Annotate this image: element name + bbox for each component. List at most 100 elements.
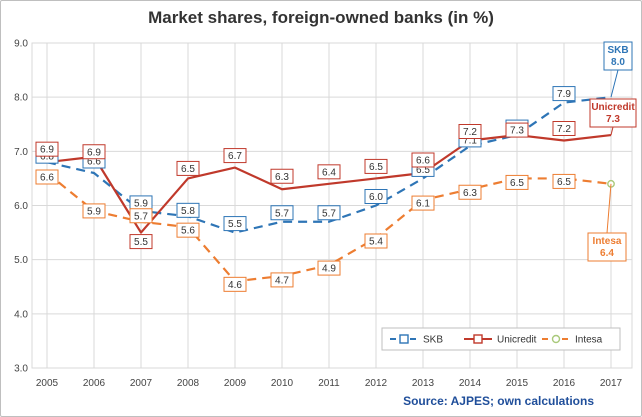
data-label: 6.6	[416, 156, 430, 167]
data-label-box	[176, 202, 200, 218]
y-tick-label: 4.0	[14, 309, 28, 320]
legend-marker	[399, 334, 409, 344]
legend-box	[381, 327, 621, 351]
data-label-box	[411, 195, 435, 211]
data-label-box	[364, 189, 388, 204]
data-label-box	[176, 222, 200, 238]
x-tick-label: 2008	[177, 378, 200, 389]
legend-label: Intesa	[575, 335, 603, 346]
data-label: 6.5	[369, 162, 383, 173]
x-tick-label: 2010	[271, 378, 294, 389]
chart-title: Market shares, foreign-owned banks (in %…	[148, 8, 494, 27]
y-tick-label: 5.0	[14, 255, 28, 266]
callout-value: 6.4	[600, 248, 614, 259]
data-label: 5.7	[275, 208, 289, 219]
data-label: 5.5	[228, 219, 242, 230]
x-tick-label: 2015	[506, 378, 529, 389]
x-tick-label: 2014	[459, 378, 482, 389]
data-label: 6.9	[40, 145, 54, 156]
data-label: 7.3	[510, 126, 524, 137]
x-tick-label: 2007	[130, 378, 153, 389]
data-label: 5.5	[134, 237, 148, 248]
x-tick-label: 2009	[224, 378, 247, 389]
data-label-box	[552, 121, 576, 136]
data-label-box	[458, 124, 482, 139]
data-label-box	[364, 233, 388, 249]
data-label-box	[458, 184, 482, 200]
data-label: 6.6	[87, 157, 101, 168]
callout-value: 7.3	[606, 114, 620, 125]
data-label: 7.9	[557, 89, 571, 100]
x-tick-label: 2006	[83, 378, 106, 389]
callout-box-skb	[603, 41, 633, 71]
legend-label: SKB	[423, 335, 443, 346]
data-label: 6.3	[275, 172, 289, 183]
data-label-box	[82, 144, 106, 160]
data-label: 6.5	[181, 164, 195, 175]
y-tick-label: 9.0	[14, 39, 28, 50]
data-label: 6.5	[510, 178, 524, 189]
callout-pointer	[610, 126, 614, 136]
data-label-box	[411, 152, 435, 168]
x-tick-label: 2011	[318, 378, 340, 389]
data-label-box	[270, 272, 294, 288]
callout-pointer	[610, 69, 619, 98]
callout-name: Unicredit	[591, 102, 635, 113]
y-tick-label: 6.0	[14, 201, 28, 212]
x-tick-label: 2017	[600, 378, 623, 389]
data-label: 6.0	[369, 192, 383, 203]
data-label-box	[317, 260, 341, 276]
x-tick-label: 2012	[365, 378, 388, 389]
data-label-box	[35, 141, 59, 157]
data-label-box	[223, 148, 247, 164]
data-label: 5.7	[134, 211, 148, 222]
data-label-box	[505, 174, 529, 190]
data-label-box	[505, 122, 529, 138]
callout-box-unicredit	[589, 98, 637, 128]
data-label: 7.1	[463, 135, 477, 146]
x-tick-label: 2005	[36, 378, 59, 389]
data-label-box	[129, 234, 153, 250]
y-tick-label: 8.0	[14, 93, 28, 104]
data-label-box	[552, 86, 576, 102]
legend-label: Unicredit	[497, 335, 537, 346]
data-label-box	[270, 205, 294, 221]
data-label-box	[35, 169, 59, 185]
data-label: 5.4	[369, 237, 383, 248]
x-tick-label: 2013	[412, 378, 435, 389]
data-label-box	[176, 160, 200, 176]
data-label-box	[317, 164, 341, 180]
data-label-box	[223, 216, 247, 232]
data-label-box	[364, 158, 388, 174]
data-label: 4.6	[228, 280, 242, 291]
callout-name: Intesa	[593, 236, 622, 247]
y-tick-label: 7.0	[14, 147, 28, 158]
data-label-box	[82, 203, 106, 219]
data-label: 6.4	[322, 167, 336, 178]
data-label: 7.2	[463, 127, 477, 138]
data-label: 5.9	[87, 206, 101, 217]
x-tick-label: 2016	[553, 378, 576, 389]
callout-value: 8.0	[611, 57, 625, 68]
callout-pointer	[606, 183, 612, 234]
data-label-box	[317, 205, 341, 221]
data-label: 4.9	[322, 264, 336, 275]
data-label: 5.9	[134, 198, 148, 209]
data-label-box	[223, 276, 247, 292]
data-label: 6.6	[40, 173, 54, 184]
y-tick-label: 3.0	[14, 364, 28, 375]
data-label: 6.5	[557, 177, 571, 188]
data-label: 5.8	[181, 206, 195, 217]
data-label: 6.1	[416, 199, 430, 210]
source-note: Source: AJPES; own calculations	[403, 394, 594, 408]
data-label: 6.9	[87, 147, 101, 158]
legend-marker	[551, 334, 561, 344]
data-label: 5.6	[181, 226, 195, 237]
data-label: 6.5	[416, 165, 430, 176]
data-label-box	[270, 168, 294, 184]
callout-box-intesa	[587, 232, 627, 262]
legend-marker	[473, 334, 483, 344]
data-label-box	[552, 173, 576, 189]
callout-name: SKB	[607, 45, 628, 56]
